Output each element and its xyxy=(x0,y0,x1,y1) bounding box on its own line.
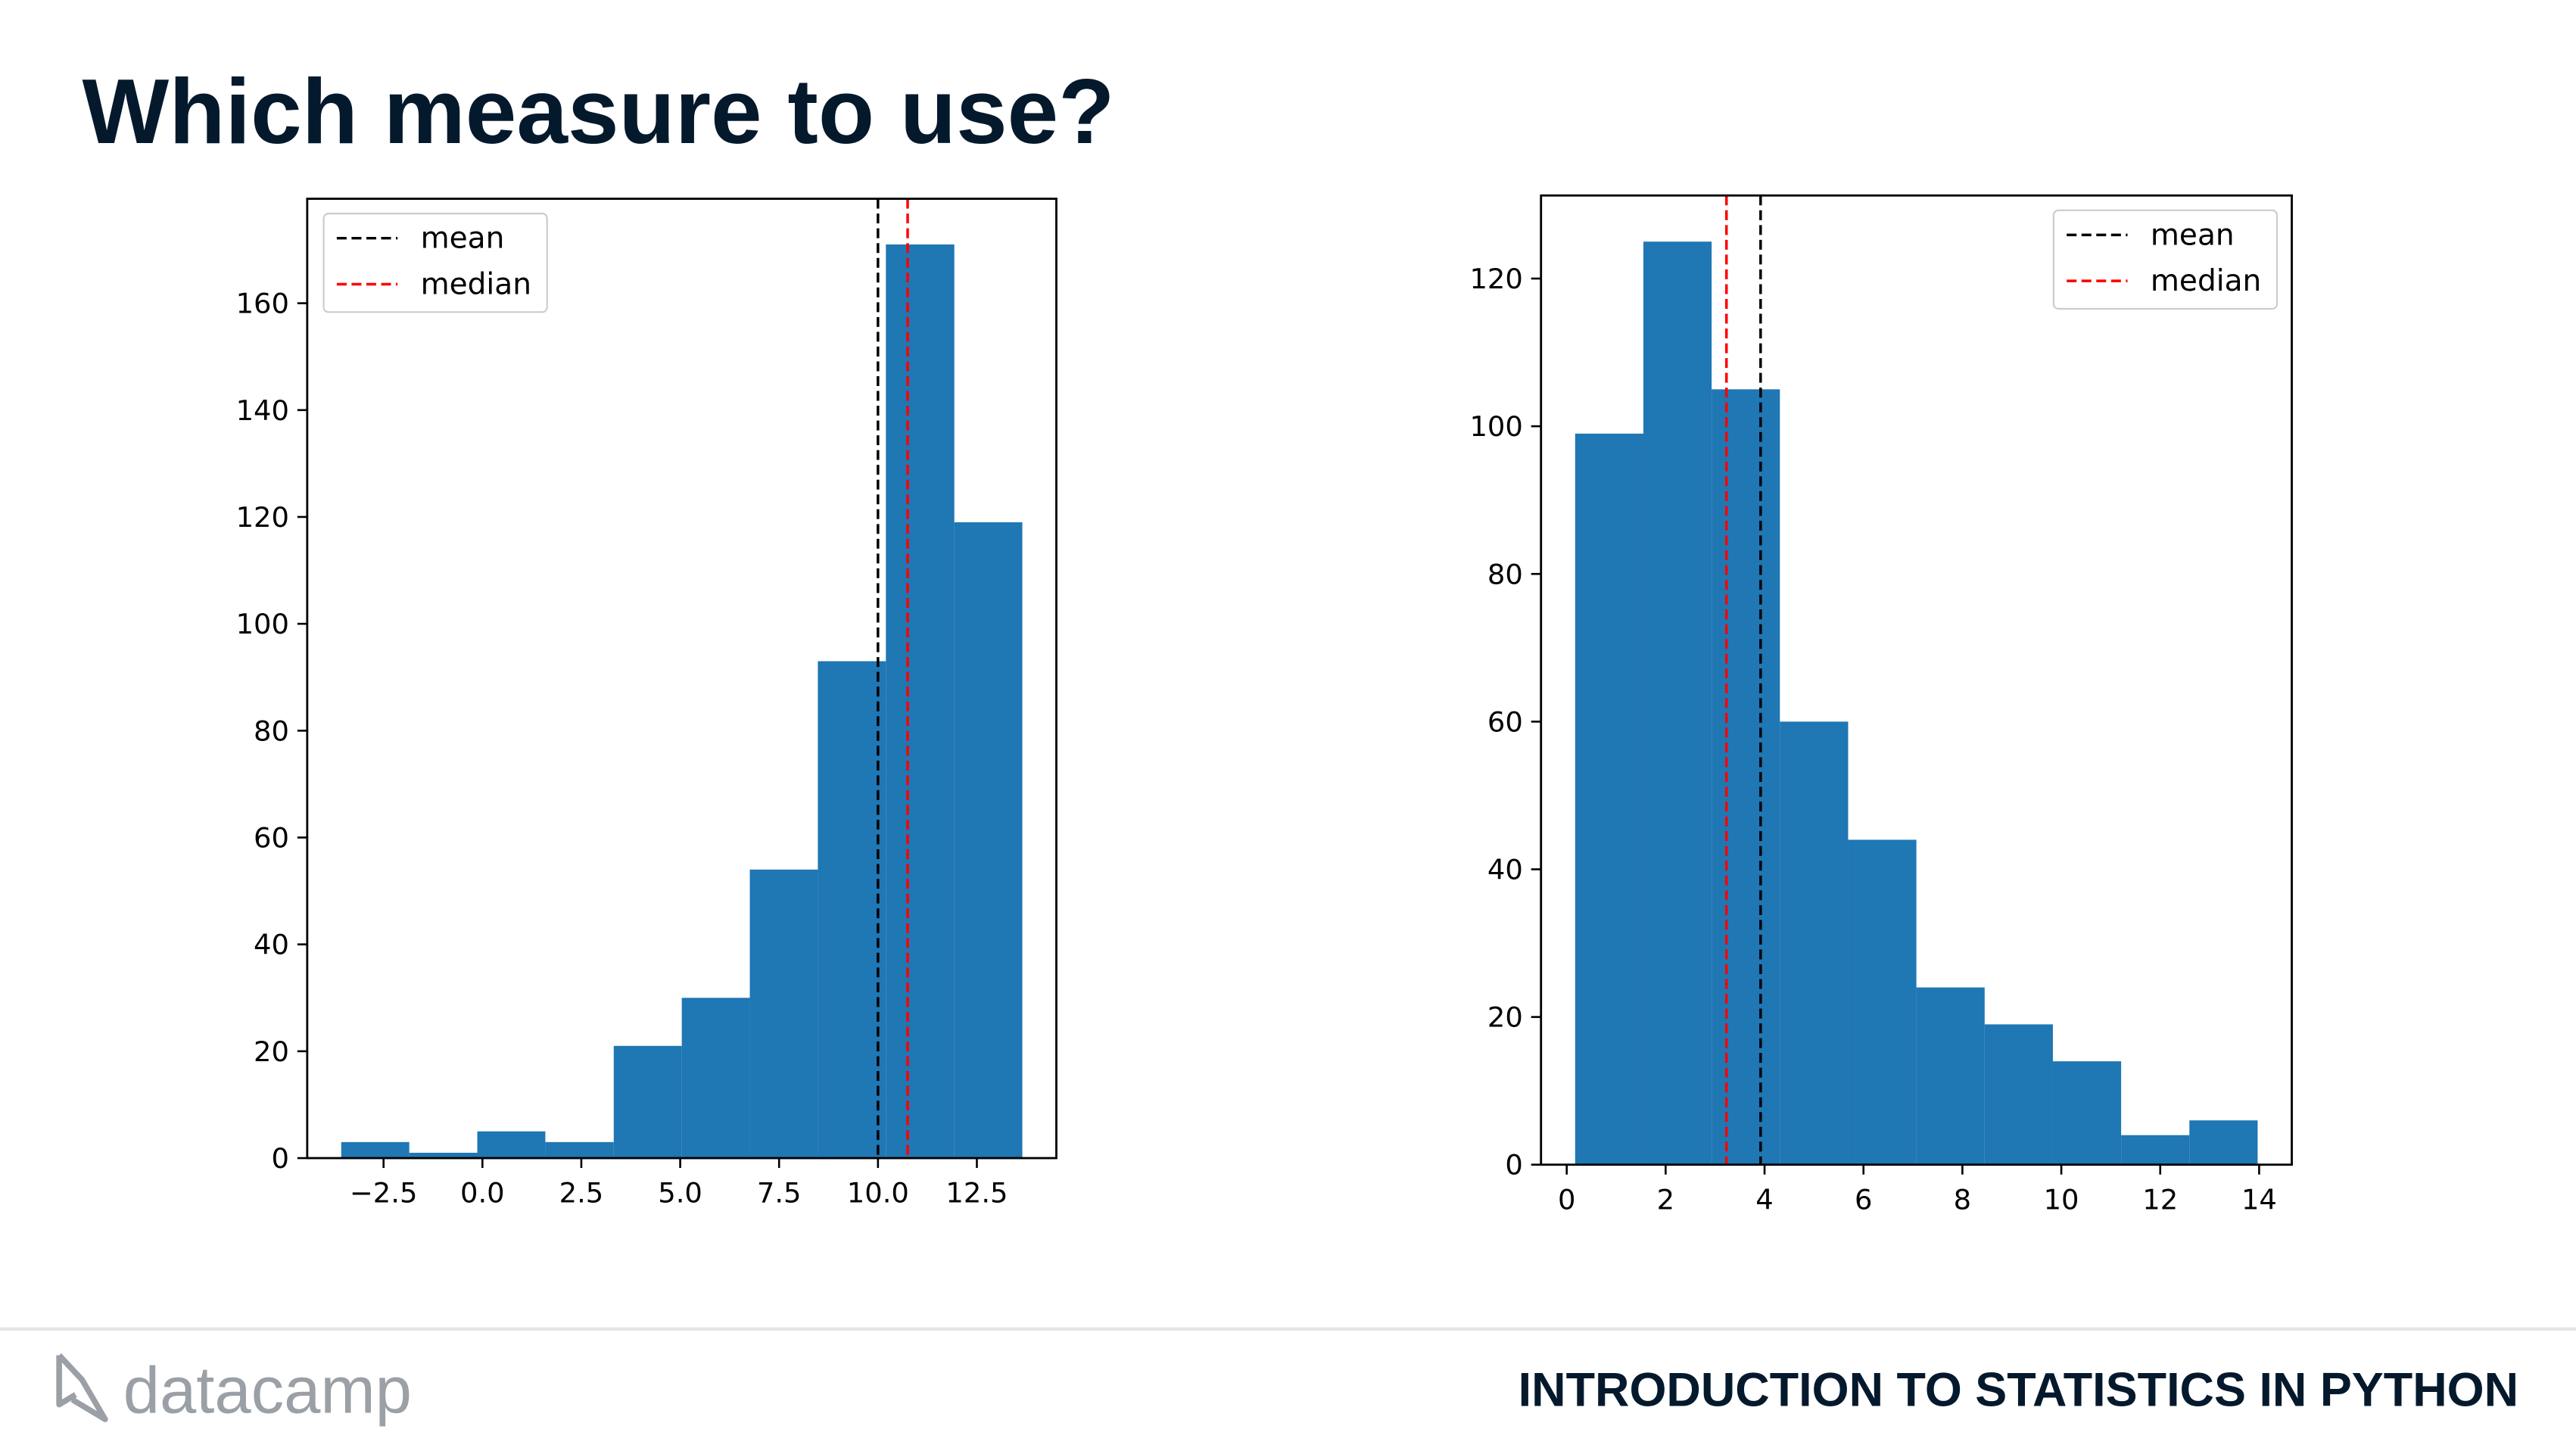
histogram-bar xyxy=(1575,433,1643,1165)
histogram-bar xyxy=(2121,1135,2190,1165)
x-tick-label: 2.5 xyxy=(559,1177,604,1210)
x-tick-label: 10 xyxy=(2044,1183,2079,1216)
x-tick-label: 12 xyxy=(2142,1183,2178,1216)
y-tick-label: 100 xyxy=(1469,410,1522,443)
x-tick-label: 12.5 xyxy=(945,1177,1008,1210)
legend-box xyxy=(2052,209,2279,310)
x-tick-label: 0 xyxy=(1558,1183,1575,1216)
y-tick-label: 80 xyxy=(1487,558,1523,590)
legend-label: median xyxy=(421,267,531,301)
y-tick-label: 20 xyxy=(254,1035,289,1068)
histogram-bar xyxy=(886,244,955,1159)
histogram-bar xyxy=(545,1141,614,1159)
histogram-bar xyxy=(681,998,750,1159)
legend-label: mean xyxy=(2151,218,2235,252)
y-tick-label: 40 xyxy=(254,929,289,961)
x-tick-label: 2 xyxy=(1657,1183,1674,1216)
x-tick-label: 10.0 xyxy=(847,1177,909,1210)
histogram-bar xyxy=(818,661,886,1159)
logo-text: datacamp xyxy=(123,1353,412,1427)
y-tick-label: 100 xyxy=(236,608,289,640)
x-tick-label: 7.5 xyxy=(757,1177,802,1210)
x-tick-label: 6 xyxy=(1855,1183,1872,1216)
histogram-bar xyxy=(1848,839,1917,1165)
x-tick-label: 5.0 xyxy=(658,1177,702,1210)
legend-box xyxy=(322,213,548,313)
y-tick-label: 20 xyxy=(1487,1001,1523,1034)
slide-title: Which measure to use? xyxy=(83,60,1115,163)
x-tick-label: 0.0 xyxy=(460,1177,505,1210)
histogram-bar xyxy=(2052,1061,2122,1165)
y-tick-label: 0 xyxy=(272,1142,289,1175)
x-tick-label: 8 xyxy=(1954,1183,1971,1216)
histogram-bar xyxy=(409,1152,478,1159)
x-tick-label: 14 xyxy=(2241,1183,2277,1216)
y-tick-label: 160 xyxy=(236,288,289,320)
histogram-bar xyxy=(1712,389,1780,1165)
y-tick-label: 60 xyxy=(1487,705,1523,738)
histogram-bar xyxy=(749,869,818,1159)
x-tick-label: 4 xyxy=(1755,1183,1773,1216)
y-tick-label: 40 xyxy=(1487,854,1523,886)
histogram-bar xyxy=(954,522,1023,1159)
histogram-bar xyxy=(1984,1024,2053,1165)
y-tick-label: 140 xyxy=(236,394,289,427)
histogram-bar xyxy=(1916,987,1985,1165)
histogram-bar xyxy=(477,1131,546,1159)
footer-text: INTRODUCTION TO STATISTICS IN PYTHON xyxy=(1519,1364,2518,1417)
logo-icon xyxy=(56,1353,108,1422)
legend-label: mean xyxy=(421,222,505,256)
legend-label: median xyxy=(2151,264,2261,298)
y-tick-label: 120 xyxy=(236,501,289,534)
histogram-bar xyxy=(1780,721,1849,1165)
histogram-bar xyxy=(341,1141,410,1159)
x-tick-label: −2.5 xyxy=(350,1177,418,1210)
y-tick-label: 80 xyxy=(254,715,289,747)
axes-frame xyxy=(1540,194,2293,1166)
y-tick-label: 0 xyxy=(1505,1149,1522,1182)
histogram-bar xyxy=(2189,1120,2258,1165)
histogram-bar xyxy=(613,1045,682,1159)
y-tick-label: 60 xyxy=(254,822,289,855)
y-tick-label: 120 xyxy=(1469,263,1522,295)
histogram-bar xyxy=(1643,241,1712,1165)
axes-frame xyxy=(306,198,1057,1160)
